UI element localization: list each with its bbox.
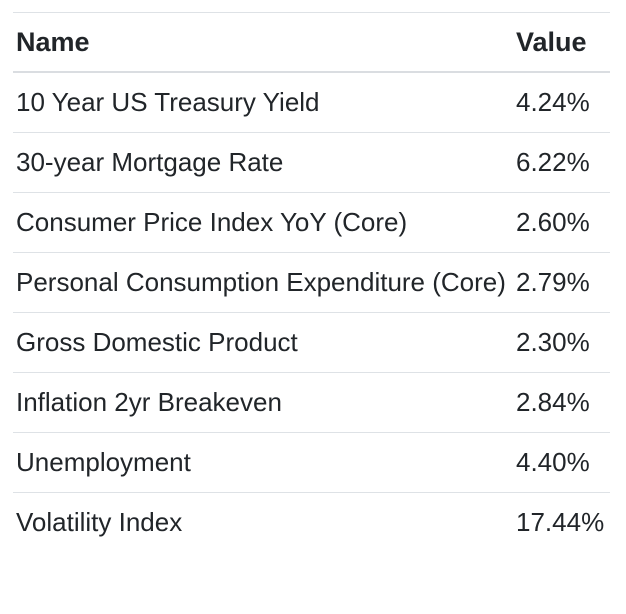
table-row: Volatility Index 17.44% — [13, 493, 610, 553]
indicator-name-cell: Gross Domestic Product — [13, 312, 513, 373]
indicator-value-cell: 17.44% — [516, 507, 605, 537]
indicator-value-cell: 4.40% — [513, 432, 610, 493]
column-header-value: Value — [513, 12, 610, 73]
table-header: Name Value — [13, 12, 610, 73]
indicator-name-cell: 30-year Mortgage Rate — [13, 132, 513, 193]
economic-indicators-table: Name Value 10 Year US Treasury Yield 4.2… — [13, 12, 610, 552]
indicator-value-cell: 6.22% — [513, 132, 610, 193]
table-body: 10 Year US Treasury Yield 4.24% 30-year … — [13, 72, 610, 552]
table-row: 10 Year US Treasury Yield 4.24% — [13, 72, 610, 133]
indicator-value-cell: 2.60% — [513, 192, 610, 253]
column-header-name: Name — [13, 12, 513, 73]
indicator-value-cell: 4.24% — [513, 72, 610, 133]
indicator-name-cell: Unemployment — [13, 432, 513, 493]
table-row: Unemployment 4.40% — [13, 432, 610, 493]
indicator-value-cell: 2.79% — [513, 252, 610, 313]
indicator-value-cell: 2.84% — [513, 372, 610, 433]
table-row: Personal Consumption Expenditure (Core) … — [13, 252, 610, 313]
table-row: Inflation 2yr Breakeven 2.84% — [13, 372, 610, 433]
indicators-table-container: Name Value 10 Year US Treasury Yield 4.2… — [13, 12, 610, 552]
indicator-name-cell: Inflation 2yr Breakeven — [13, 372, 513, 433]
indicator-name-cell: Personal Consumption Expenditure (Core) — [13, 252, 513, 313]
indicator-name-cell: Consumer Price Index YoY (Core) — [13, 192, 513, 253]
indicator-name-cell: 10 Year US Treasury Yield — [13, 72, 513, 133]
table-header-row: Name Value — [13, 12, 610, 73]
table-row: Consumer Price Index YoY (Core) 2.60% — [13, 192, 610, 253]
table-row: 30-year Mortgage Rate 6.22% — [13, 132, 610, 193]
indicator-value-cell: 2.30% — [513, 312, 610, 373]
indicator-name-cell: Volatility Index — [16, 507, 183, 537]
table-row: Gross Domestic Product 2.30% — [13, 312, 610, 373]
